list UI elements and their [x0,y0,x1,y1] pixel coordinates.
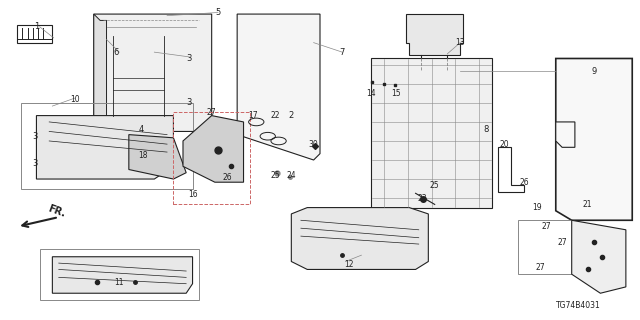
Text: 17: 17 [248,111,258,120]
Text: 16: 16 [188,190,197,199]
Text: 21: 21 [583,200,593,209]
Text: 27: 27 [557,238,567,247]
Text: 23: 23 [417,194,427,203]
Text: 2: 2 [289,111,294,120]
Text: 7: 7 [340,48,345,57]
Polygon shape [183,116,244,182]
Text: 9: 9 [591,67,596,76]
Text: 13: 13 [456,38,465,47]
Polygon shape [556,59,632,220]
Bar [40,249,199,300]
Text: 27: 27 [541,222,551,231]
Text: 12: 12 [344,260,353,269]
Polygon shape [371,59,492,208]
Text: 3: 3 [187,99,192,108]
Bar [173,112,250,204]
Text: 27: 27 [535,263,545,272]
Text: 15: 15 [392,89,401,98]
Text: 5: 5 [216,8,221,17]
Text: 3: 3 [187,54,192,63]
Text: 30: 30 [308,140,319,148]
Text: 26: 26 [519,178,529,187]
Text: 14: 14 [366,89,376,98]
Text: 19: 19 [532,203,541,212]
Polygon shape [291,208,428,269]
Text: 25: 25 [430,181,440,190]
Text: 20: 20 [500,140,509,148]
Polygon shape [36,116,173,179]
Polygon shape [52,257,193,293]
Polygon shape [556,122,575,147]
Text: 3: 3 [32,132,37,141]
Text: 3: 3 [32,159,37,168]
Polygon shape [572,220,626,293]
Text: 27: 27 [207,108,216,117]
Text: 25: 25 [271,172,280,180]
Polygon shape [237,14,320,160]
Text: 26: 26 [223,173,232,182]
Text: 22: 22 [271,111,280,120]
Text: 10: 10 [70,95,79,104]
Bar [17,25,52,43]
Text: 6: 6 [113,48,119,57]
Text: 24: 24 [287,172,296,180]
Polygon shape [406,14,463,55]
Text: 1: 1 [34,22,39,31]
Polygon shape [94,14,212,132]
Text: 18: 18 [138,151,148,160]
Bar [518,220,572,274]
Polygon shape [129,135,186,179]
Text: 4: 4 [139,125,144,134]
Text: 8: 8 [483,125,488,134]
Text: TG74B4031: TG74B4031 [556,301,600,310]
Polygon shape [94,14,106,132]
Text: 11: 11 [115,278,124,287]
Bar [20,103,193,188]
Text: FR.: FR. [46,203,67,219]
